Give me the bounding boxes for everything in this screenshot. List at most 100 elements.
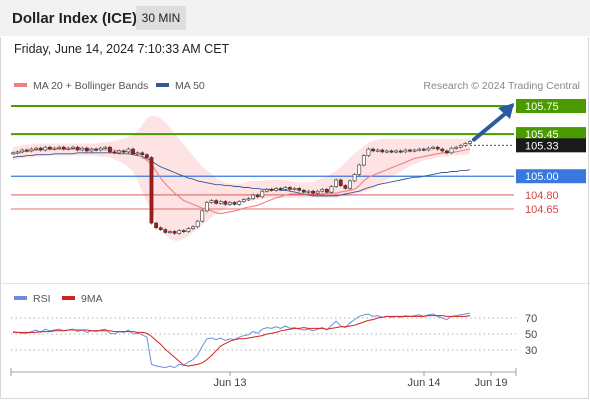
candle-body	[195, 220, 200, 228]
candle-body	[154, 222, 159, 229]
candle-body	[329, 186, 334, 193]
candle-body	[191, 226, 195, 229]
projection-arrow-head	[498, 103, 514, 119]
candle-body	[61, 146, 66, 150]
candle-body	[121, 150, 126, 153]
candle-body	[177, 230, 182, 234]
instrument-title: Dollar Index (ICE)	[12, 10, 138, 27]
candle-body	[274, 188, 279, 191]
candle-body	[186, 228, 191, 232]
candle-body	[398, 150, 403, 153]
price-tag-bg-105.75	[516, 99, 586, 113]
timeframe-button[interactable]: 30 MIN	[136, 6, 186, 30]
candle-body	[84, 147, 89, 152]
candle-body	[52, 147, 57, 150]
candle-body	[297, 188, 302, 191]
rsi-tick-50: 50	[525, 329, 537, 341]
candle-body	[320, 189, 325, 192]
datetime-label: Friday, June 14, 2024 7:10:33 AM CET	[14, 42, 230, 56]
candle-body	[334, 179, 339, 187]
candle-body	[158, 227, 163, 230]
price-tag-bg-105.45	[516, 127, 586, 142]
candle-body	[454, 146, 459, 149]
candle-body	[228, 202, 232, 205]
candle-body	[278, 188, 283, 190]
ma20-swatch	[14, 83, 27, 88]
ma50-legend-label: MA 50	[175, 80, 205, 92]
candle-body	[255, 194, 260, 198]
ma9-legend-label: 9MA	[81, 293, 103, 305]
price-tag-bg-105.33	[516, 138, 586, 153]
candle-body	[421, 148, 426, 151]
candle-body	[48, 146, 52, 150]
candle-body	[301, 189, 306, 193]
ma20-line	[12, 148, 471, 215]
candle-body	[426, 147, 431, 151]
price-tag-105.00: 105.00	[525, 171, 559, 183]
projection-arrow	[472, 111, 508, 142]
candle-body	[218, 201, 223, 204]
ma9-swatch	[62, 296, 75, 301]
candle-body	[163, 229, 168, 233]
candle-body	[463, 143, 468, 146]
price-tag-105.75: 105.75	[525, 101, 559, 113]
candle-body	[264, 189, 269, 192]
candle-body	[389, 150, 394, 153]
candle-body	[89, 148, 94, 152]
candle-body	[103, 146, 108, 149]
candle-body	[149, 157, 154, 224]
x-tick-label-Jun-14: Jun 14	[407, 377, 440, 389]
candle-body	[168, 231, 172, 233]
candle-body	[371, 148, 375, 152]
candle-body	[260, 190, 265, 198]
candle-body	[66, 147, 71, 150]
candle-body	[20, 149, 25, 153]
candle-body	[75, 146, 80, 151]
panel-divider	[0, 283, 590, 284]
chart-header: Dollar Index (ICE) 30 MIN	[0, 0, 590, 36]
candle-body	[246, 198, 251, 201]
candle-body	[417, 148, 422, 151]
rsi-ma9-line	[13, 315, 471, 367]
candle-body	[361, 155, 366, 166]
candle-body	[38, 147, 43, 151]
candle-body	[338, 179, 343, 186]
candle-body	[357, 164, 362, 175]
rsi-tick-70: 70	[525, 313, 537, 325]
candle-body	[214, 200, 219, 204]
legend-ma20: MA 20 + Bollinger Bands	[14, 80, 148, 92]
candle-body	[29, 148, 34, 152]
rsi-tick-30: 30	[525, 345, 537, 357]
candle-body	[223, 201, 228, 205]
candle-body	[126, 148, 131, 153]
candle-body	[288, 187, 292, 190]
candle-body	[394, 150, 399, 153]
candle-body	[468, 141, 472, 144]
candle-body	[94, 148, 98, 151]
ma50-swatch	[156, 83, 169, 88]
candle-body	[98, 147, 103, 151]
candle-body	[435, 146, 440, 150]
candle-body	[237, 201, 242, 205]
legend-ma9: 9MA	[62, 293, 103, 305]
candle-body	[71, 146, 75, 149]
price-tag-105.45: 105.45	[525, 129, 559, 141]
candle-body	[204, 202, 209, 212]
x-tick-label-Jun-19: Jun 19	[474, 377, 507, 389]
candle-body	[311, 190, 315, 194]
price-tag-105.33: 105.33	[525, 140, 559, 152]
research-credit: Research © 2024 Trading Central	[423, 80, 580, 92]
candle-body	[292, 188, 297, 190]
rsi-line	[12, 312, 471, 369]
candle-body	[43, 146, 48, 151]
candle-body	[449, 147, 454, 154]
candle-body	[375, 149, 380, 152]
candle-body	[131, 148, 135, 155]
price-tag-104.80: 104.80	[525, 190, 559, 202]
candle-body	[112, 151, 117, 154]
candle-body	[117, 150, 122, 154]
candle-body	[343, 185, 348, 189]
candle-body	[269, 189, 274, 191]
candle-body	[408, 149, 412, 152]
